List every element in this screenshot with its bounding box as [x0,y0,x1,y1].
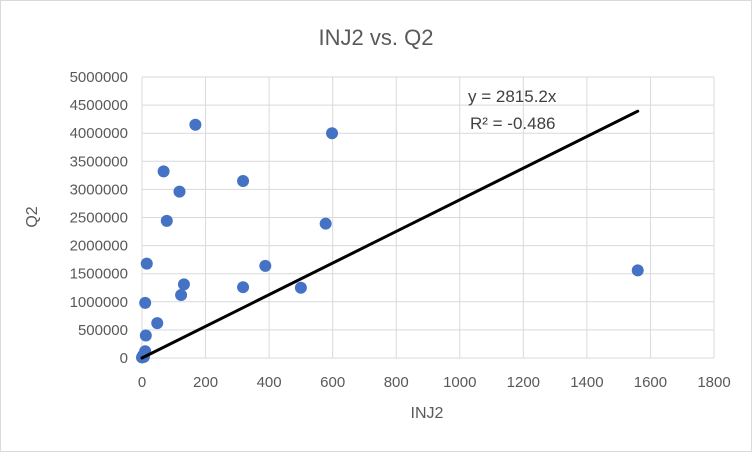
data-point [157,165,170,178]
data-point [177,278,190,291]
data-point [139,296,152,309]
data-point [189,118,202,131]
x-tick-label: 400 [257,374,282,391]
y-tick-label: 4500000 [70,97,128,114]
data-point [326,127,339,140]
y-tick-label: 1000000 [70,294,128,311]
data-points [136,118,644,364]
data-point [160,214,173,227]
x-tick-labels: 0 200 400 600 800 1000 1200 1400 1600 1800 [138,374,731,391]
y-tick-label: 3000000 [70,181,128,198]
trendline [140,109,640,360]
data-point [140,257,153,270]
data-point [139,329,152,342]
data-point [237,174,250,187]
data-point [237,281,250,294]
trendline-equation: y = 2815.2x [468,87,557,106]
data-point [319,217,332,230]
y-tick-label: 4000000 [70,125,128,142]
gridlines [141,76,715,359]
y-tick-label: 1500000 [70,266,128,283]
x-tick-label: 1000 [443,374,476,391]
y-tick-label: 2000000 [70,238,128,255]
data-point [151,317,164,330]
y-tick-label: 5000000 [70,69,128,86]
x-tick-label: 800 [384,374,409,391]
y-tick-label: 500000 [78,322,128,339]
x-tick-label: 1600 [634,374,667,391]
data-point [259,259,272,272]
y-tick-label: 2500000 [70,210,128,227]
x-tick-label: 1400 [570,374,603,391]
y-axis-label: Q2 [24,206,41,227]
data-point [631,264,644,277]
x-tick-label: 1800 [697,374,730,391]
x-axis-label: INJ2 [411,405,444,422]
chart-title: INJ2 vs. Q2 [319,25,434,50]
x-tick-label: 0 [138,374,146,391]
data-point [173,185,186,198]
y-tick-labels: 0 500000 1000000 1500000 2000000 2500000 30000… [70,69,128,367]
data-point [294,281,307,294]
r-squared-label: R² = -0.486 [470,114,556,133]
x-tick-label: 1200 [507,374,540,391]
data-point [175,289,188,302]
x-tick-label: 600 [320,374,345,391]
y-tick-label: 3500000 [70,153,128,170]
y-tick-label: 0 [120,350,128,367]
x-tick-label: 200 [193,374,218,391]
